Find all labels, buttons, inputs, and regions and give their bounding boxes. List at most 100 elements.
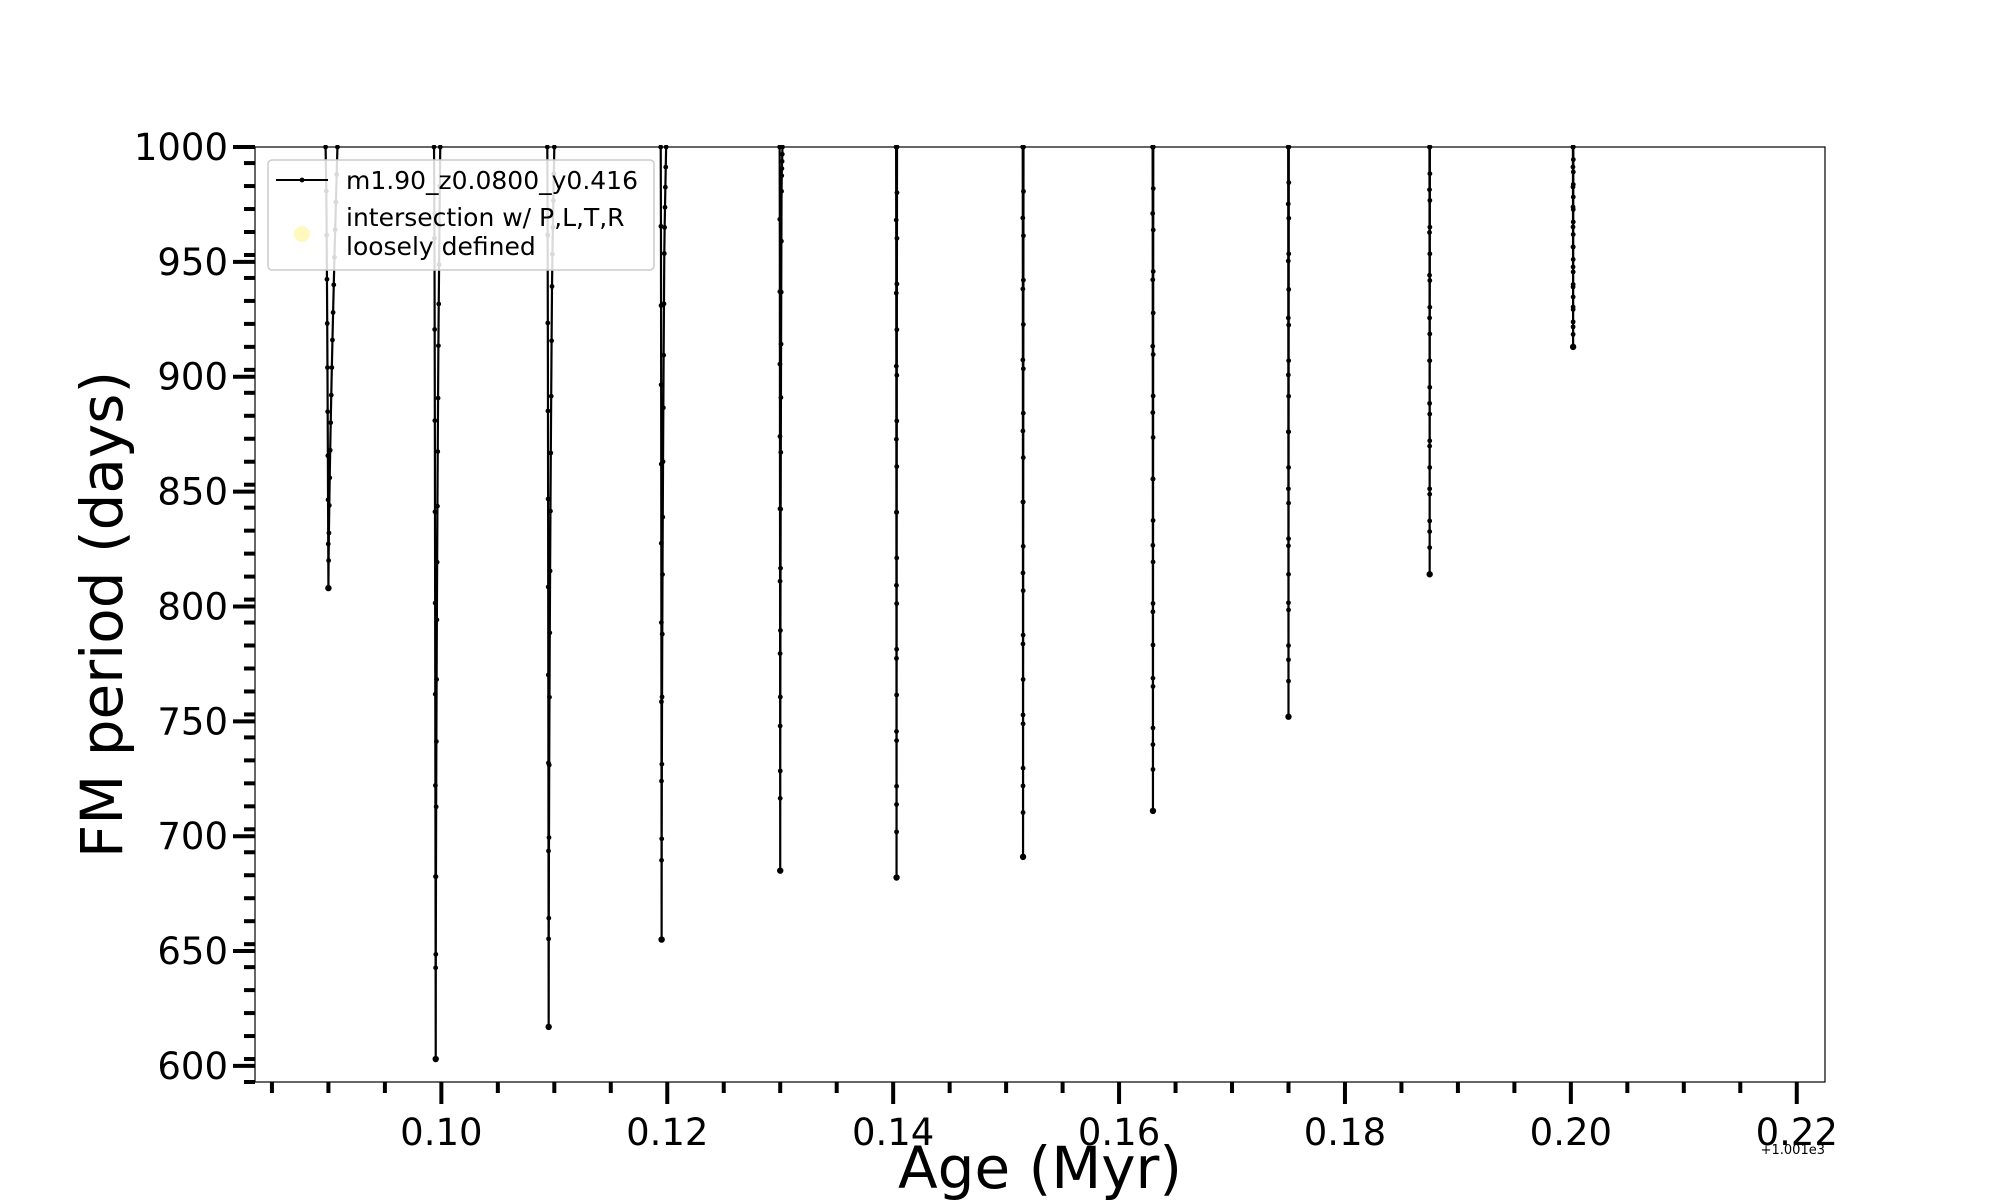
- data-point: [661, 352, 667, 358]
- data-point: [1286, 465, 1291, 470]
- data-point: [324, 321, 330, 326]
- data-point: [1570, 264, 1576, 270]
- data-point: [659, 631, 665, 637]
- data-point: [1020, 712, 1026, 718]
- data-point: [325, 497, 331, 503]
- data-point: [1286, 393, 1292, 399]
- data-point: [328, 420, 334, 426]
- data-point: [893, 436, 899, 442]
- data-point: [1020, 366, 1026, 372]
- data-point: [1286, 536, 1291, 542]
- data-point: [894, 582, 899, 588]
- data-point: [434, 677, 440, 682]
- data-point: [1570, 164, 1576, 170]
- data-point: [658, 223, 664, 229]
- data-point: [1020, 721, 1026, 727]
- data-point: [894, 692, 900, 698]
- data-point: [894, 655, 899, 661]
- data-point: [1020, 357, 1026, 363]
- data-point: [1286, 600, 1291, 606]
- data-point: [659, 778, 664, 784]
- data-point: [1427, 465, 1433, 470]
- data-point: [894, 372, 900, 378]
- data-point: [1286, 607, 1291, 613]
- data-point: [662, 184, 668, 190]
- data-point: [1427, 331, 1433, 337]
- pulse-minimum-point: [777, 867, 784, 874]
- data-point: [1286, 322, 1292, 328]
- data-point: [324, 276, 330, 282]
- data-point: [1020, 499, 1026, 505]
- data-point: [1570, 269, 1576, 275]
- data-point: [777, 361, 783, 367]
- data-point: [894, 555, 900, 561]
- legend-dot-swatch: [299, 177, 305, 183]
- data-point: [1020, 410, 1026, 416]
- data-point: [1286, 678, 1291, 684]
- data-point: [1150, 725, 1156, 731]
- data-point: [1427, 491, 1433, 497]
- series-layer: [323, 145, 1577, 1063]
- data-point: [894, 829, 899, 835]
- y-tick-label: 900: [157, 356, 228, 399]
- data-point: [1427, 529, 1433, 534]
- data-point: [1427, 486, 1433, 492]
- data-point: [1150, 675, 1156, 681]
- data-point: [1570, 319, 1576, 325]
- legend-label-intersection-line-2: loosely defined: [346, 232, 536, 261]
- data-point: [329, 365, 335, 370]
- data-point: [778, 238, 784, 244]
- data-point: [1021, 233, 1026, 239]
- data-point: [894, 190, 900, 196]
- data-point: [545, 584, 551, 590]
- y-tick-label: 1000: [134, 126, 228, 169]
- data-point: [546, 848, 551, 854]
- data-point: [325, 365, 330, 370]
- data-point: [1020, 810, 1026, 815]
- data-point: [435, 343, 441, 349]
- data-point: [660, 459, 666, 465]
- data-point: [1020, 286, 1026, 292]
- data-point: [1150, 684, 1156, 689]
- data-point: [1286, 657, 1291, 663]
- data-point: [1427, 251, 1433, 257]
- data-point: [1285, 315, 1291, 321]
- data-point: [432, 600, 438, 606]
- data-point: [1570, 224, 1576, 230]
- data-point: [659, 699, 664, 705]
- data-point: [663, 164, 669, 170]
- data-point: [549, 338, 554, 344]
- data-point: [1427, 443, 1433, 449]
- data-point: [1285, 258, 1291, 264]
- y-axis-title: FM period (days): [68, 371, 136, 858]
- data-point: [1427, 438, 1433, 444]
- data-point: [1427, 187, 1432, 193]
- data-point: [1427, 358, 1433, 364]
- data-point: [1286, 643, 1291, 648]
- data-point: [432, 418, 438, 424]
- data-point: [1020, 543, 1026, 549]
- data-point: [1286, 429, 1292, 435]
- data-point: [893, 290, 899, 296]
- data-point: [778, 627, 783, 633]
- data-point: [330, 337, 335, 343]
- x-tick-label: 0.20: [1530, 1111, 1612, 1154]
- data-point: [658, 540, 664, 546]
- data-point: [434, 559, 440, 565]
- data-point: [1427, 171, 1433, 177]
- data-point: [1570, 331, 1576, 337]
- data-point: [1427, 198, 1433, 203]
- data-point: [777, 768, 783, 774]
- data-point: [1150, 277, 1156, 283]
- y-tick-label: 850: [157, 471, 228, 514]
- data-point: [1020, 641, 1026, 647]
- data-point: [894, 235, 900, 241]
- data-point: [894, 327, 900, 333]
- data-point: [436, 301, 442, 307]
- data-point: [777, 578, 783, 584]
- legend: m1.90_z0.0800_y0.416 intersection w/ P,L,…: [267, 159, 655, 271]
- data-point: [658, 620, 664, 625]
- data-point: [1570, 306, 1576, 312]
- x-tick-label: 0.18: [1304, 1111, 1386, 1154]
- data-point: [326, 558, 332, 563]
